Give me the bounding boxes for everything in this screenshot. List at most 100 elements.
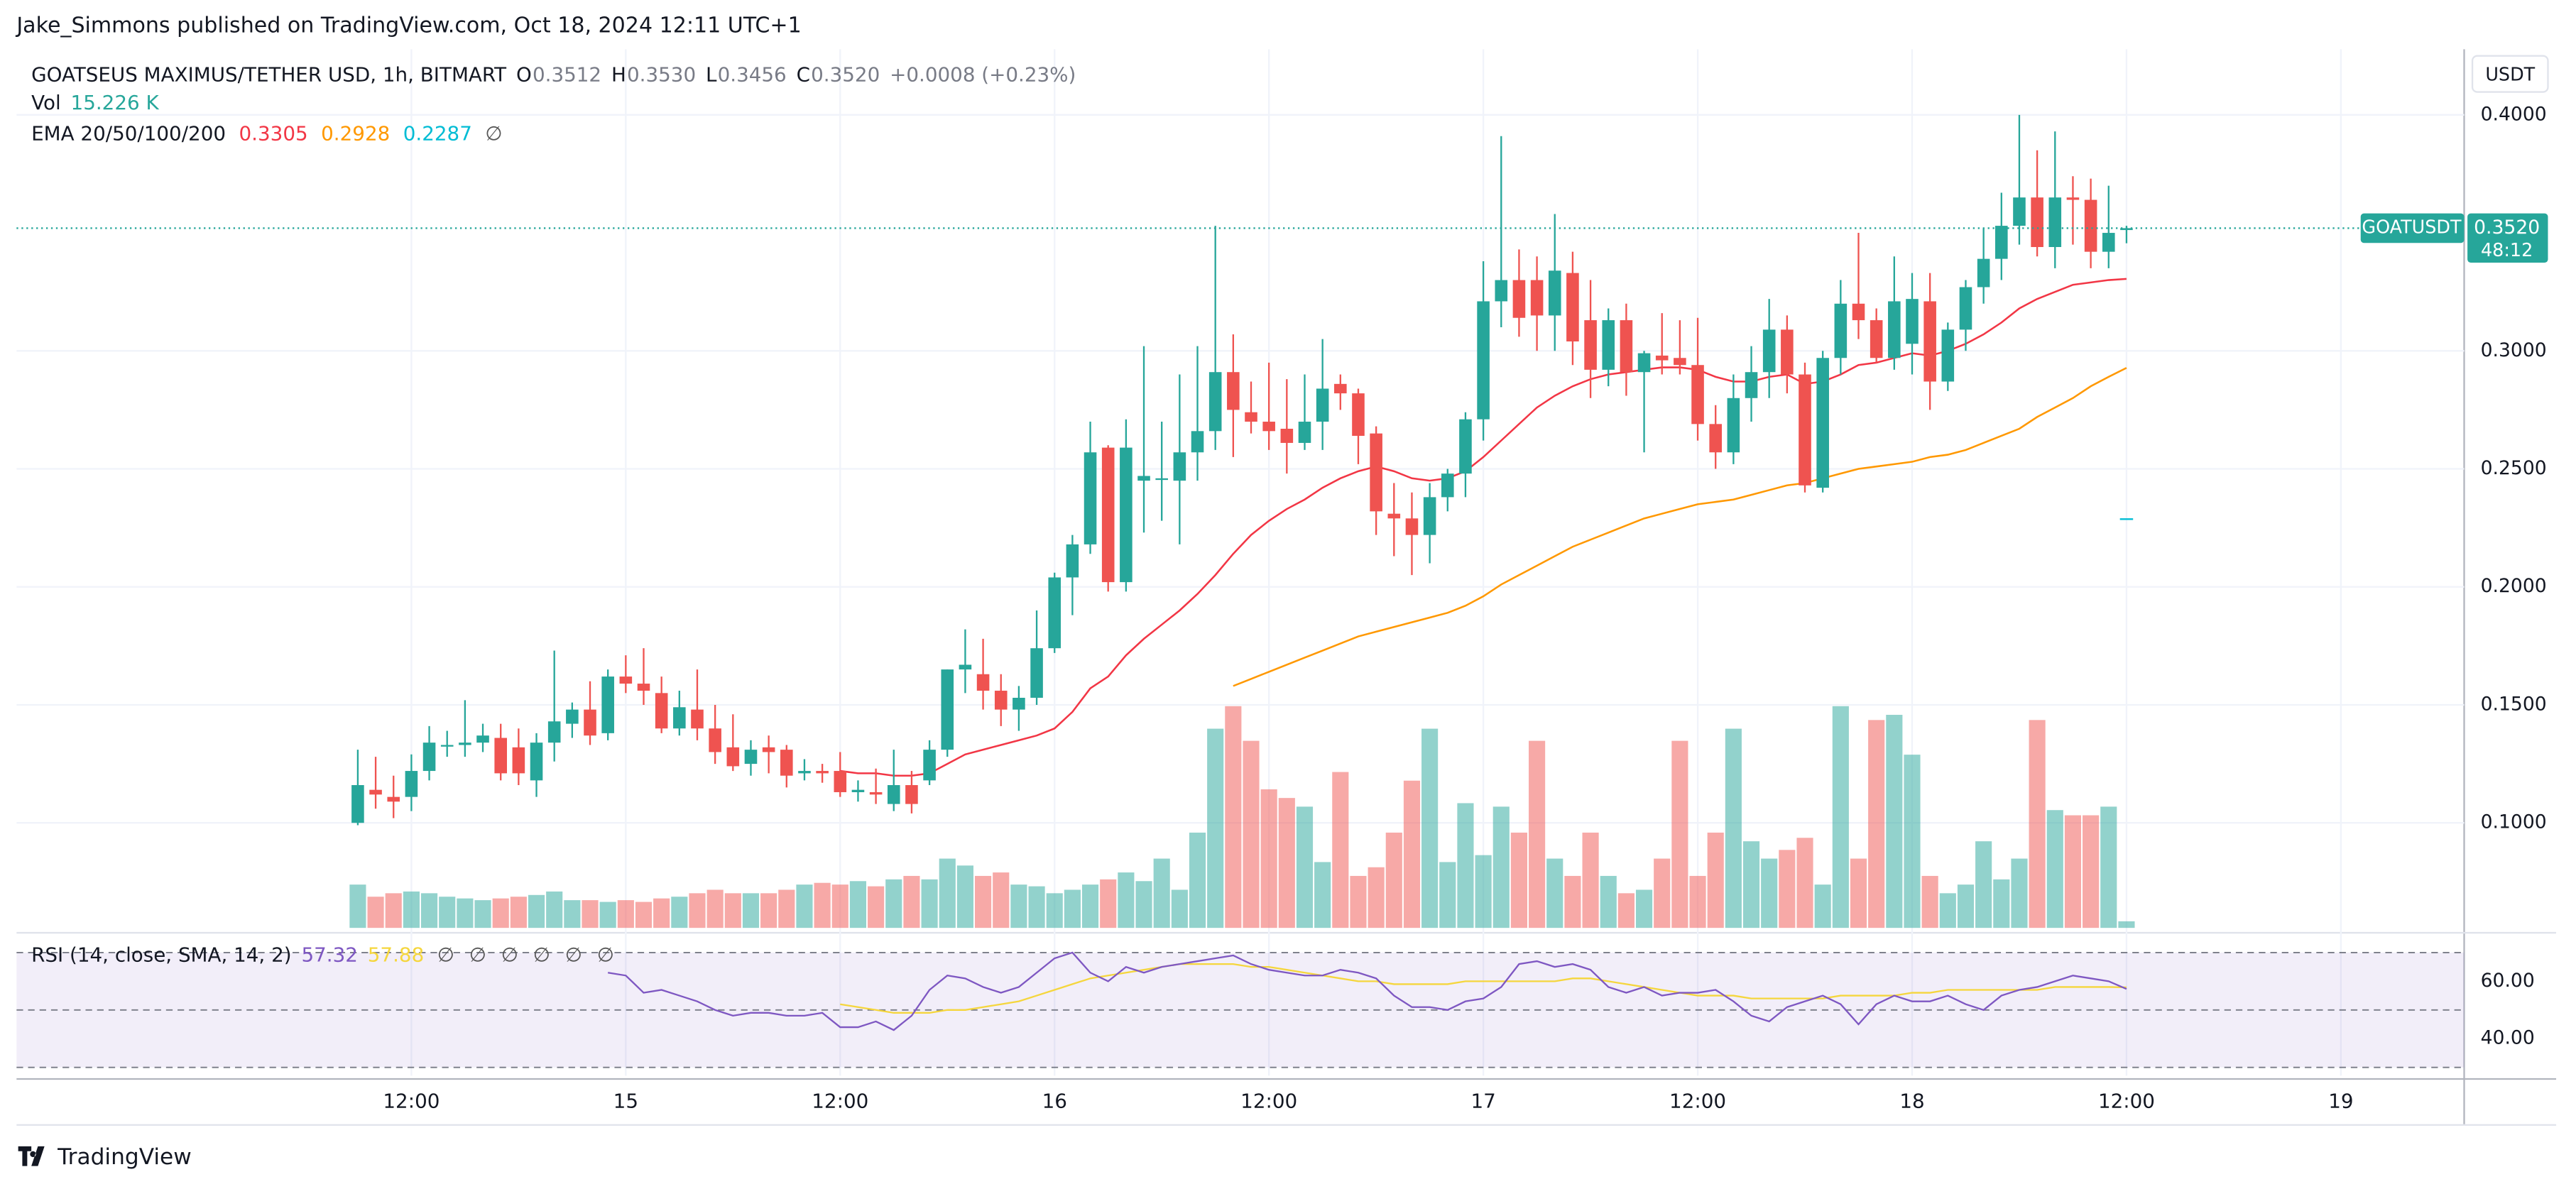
rsi-line — [607, 951, 2127, 1031]
x-tick-label: 15 — [613, 1089, 638, 1112]
price-tag-value: 0.3520 — [2474, 217, 2540, 239]
volume-bar — [1421, 728, 1439, 928]
ema-value: 0.2928 — [321, 122, 390, 146]
rsi-ma-line — [840, 963, 2127, 1014]
volume-bar — [2100, 806, 2117, 928]
candle-body — [1745, 372, 1758, 398]
volume-bar — [1868, 720, 1885, 928]
volume-bar — [885, 879, 902, 928]
volume-bar — [1010, 884, 1027, 928]
candle-body — [2084, 199, 2097, 252]
volume-bar — [2046, 810, 2063, 928]
volume-title: Vol — [31, 91, 61, 114]
candle-body — [691, 709, 704, 729]
volume-bar — [635, 902, 653, 928]
ohlc-letter: C — [797, 62, 810, 86]
candle-body — [941, 669, 954, 750]
candle-body — [1423, 497, 1436, 535]
candle-body — [709, 728, 721, 752]
volume-bar — [1904, 755, 1921, 928]
volume-bar — [1135, 881, 1152, 928]
volume-bar — [1975, 841, 1992, 928]
candle-body — [780, 750, 793, 776]
volume-bar — [1457, 803, 1474, 928]
candle-body — [1620, 320, 1633, 373]
candle-body — [1834, 303, 1848, 358]
volume-bar — [1886, 715, 1903, 928]
candle-body — [762, 747, 775, 752]
volume-bar — [1189, 832, 1206, 928]
volume-bar — [724, 893, 741, 928]
volume-bar — [2029, 720, 2046, 928]
countdown: 48:12 — [2481, 239, 2533, 261]
candle-body — [601, 676, 614, 733]
volume-bar — [921, 879, 938, 928]
ohlc-value: 0.3456 — [718, 62, 787, 86]
rsi-hidden: ∅ — [533, 943, 550, 966]
candle-body — [1334, 383, 1347, 394]
candle-body — [2031, 197, 2043, 248]
volume-bar — [1225, 706, 1242, 928]
candle-body — [1066, 544, 1079, 578]
logo-mark — [18, 1146, 45, 1166]
candle-body — [512, 747, 525, 774]
symbol: GOATSEUS MAXIMUS/TETHER USD, 1h, BITMART — [31, 62, 507, 86]
x-tick-label: 12:00 — [1669, 1089, 1726, 1112]
candle-body — [1030, 648, 1043, 698]
candle-body — [1298, 422, 1311, 443]
candle-body — [1906, 299, 1919, 344]
volume-bar — [1028, 886, 1045, 928]
volume-bar — [1064, 889, 1081, 928]
volume-bar — [492, 898, 509, 928]
volume-bar — [1350, 875, 1367, 928]
candle-body — [1316, 388, 1329, 422]
ema-title: EMA 20/50/100/200 — [31, 122, 226, 146]
candle-body — [1191, 431, 1204, 453]
volume-bar — [2083, 815, 2100, 928]
candle-body — [405, 771, 418, 797]
candle-body — [834, 771, 847, 792]
volume-bar — [1635, 889, 1653, 928]
volume-bar — [993, 872, 1010, 928]
candle-body — [994, 691, 1008, 710]
volume-bar — [1278, 798, 1295, 928]
volume-bar — [2011, 858, 2028, 928]
candle-body — [1101, 447, 1115, 583]
candle-body — [1637, 353, 1651, 373]
candle-body — [1655, 355, 1669, 361]
candle-body — [1013, 698, 1025, 710]
volume-bar — [1993, 879, 2010, 928]
candle-body — [1155, 478, 1168, 481]
volume-bar — [1921, 875, 1938, 928]
volume-bar — [474, 900, 491, 928]
candle-body — [1173, 452, 1186, 481]
candle-body — [1691, 365, 1704, 424]
volume-bar — [1243, 740, 1260, 928]
candle-body — [905, 785, 918, 804]
volume-bar — [1046, 893, 1063, 928]
volume-bar — [582, 900, 599, 928]
candle-body — [959, 664, 972, 670]
candle-body — [1959, 287, 1972, 330]
candle-body — [1262, 422, 1275, 432]
candle-body — [1459, 419, 1472, 474]
volume-bar — [706, 889, 724, 928]
volume-bar — [1492, 806, 1510, 928]
y-tick-label: 0.2000 — [2481, 575, 2547, 597]
candle-body — [566, 709, 579, 724]
candle-body — [798, 771, 811, 774]
volume-bar — [1814, 884, 1831, 928]
volume-bar — [1707, 832, 1724, 928]
volume-bar — [1832, 706, 1849, 928]
change: +0.0008 (+0.23%) — [890, 62, 1076, 86]
volume-bar — [1617, 893, 1634, 928]
ohlc-value: 0.3530 — [627, 62, 696, 86]
volume-bar — [796, 884, 813, 928]
candle-body — [1888, 301, 1901, 358]
volume-bar — [1081, 884, 1099, 928]
volume-bar — [1171, 889, 1188, 928]
x-tick-label: 18 — [1899, 1089, 1924, 1112]
ohlc-value: 0.3512 — [533, 62, 601, 86]
volume-bar — [617, 900, 634, 928]
